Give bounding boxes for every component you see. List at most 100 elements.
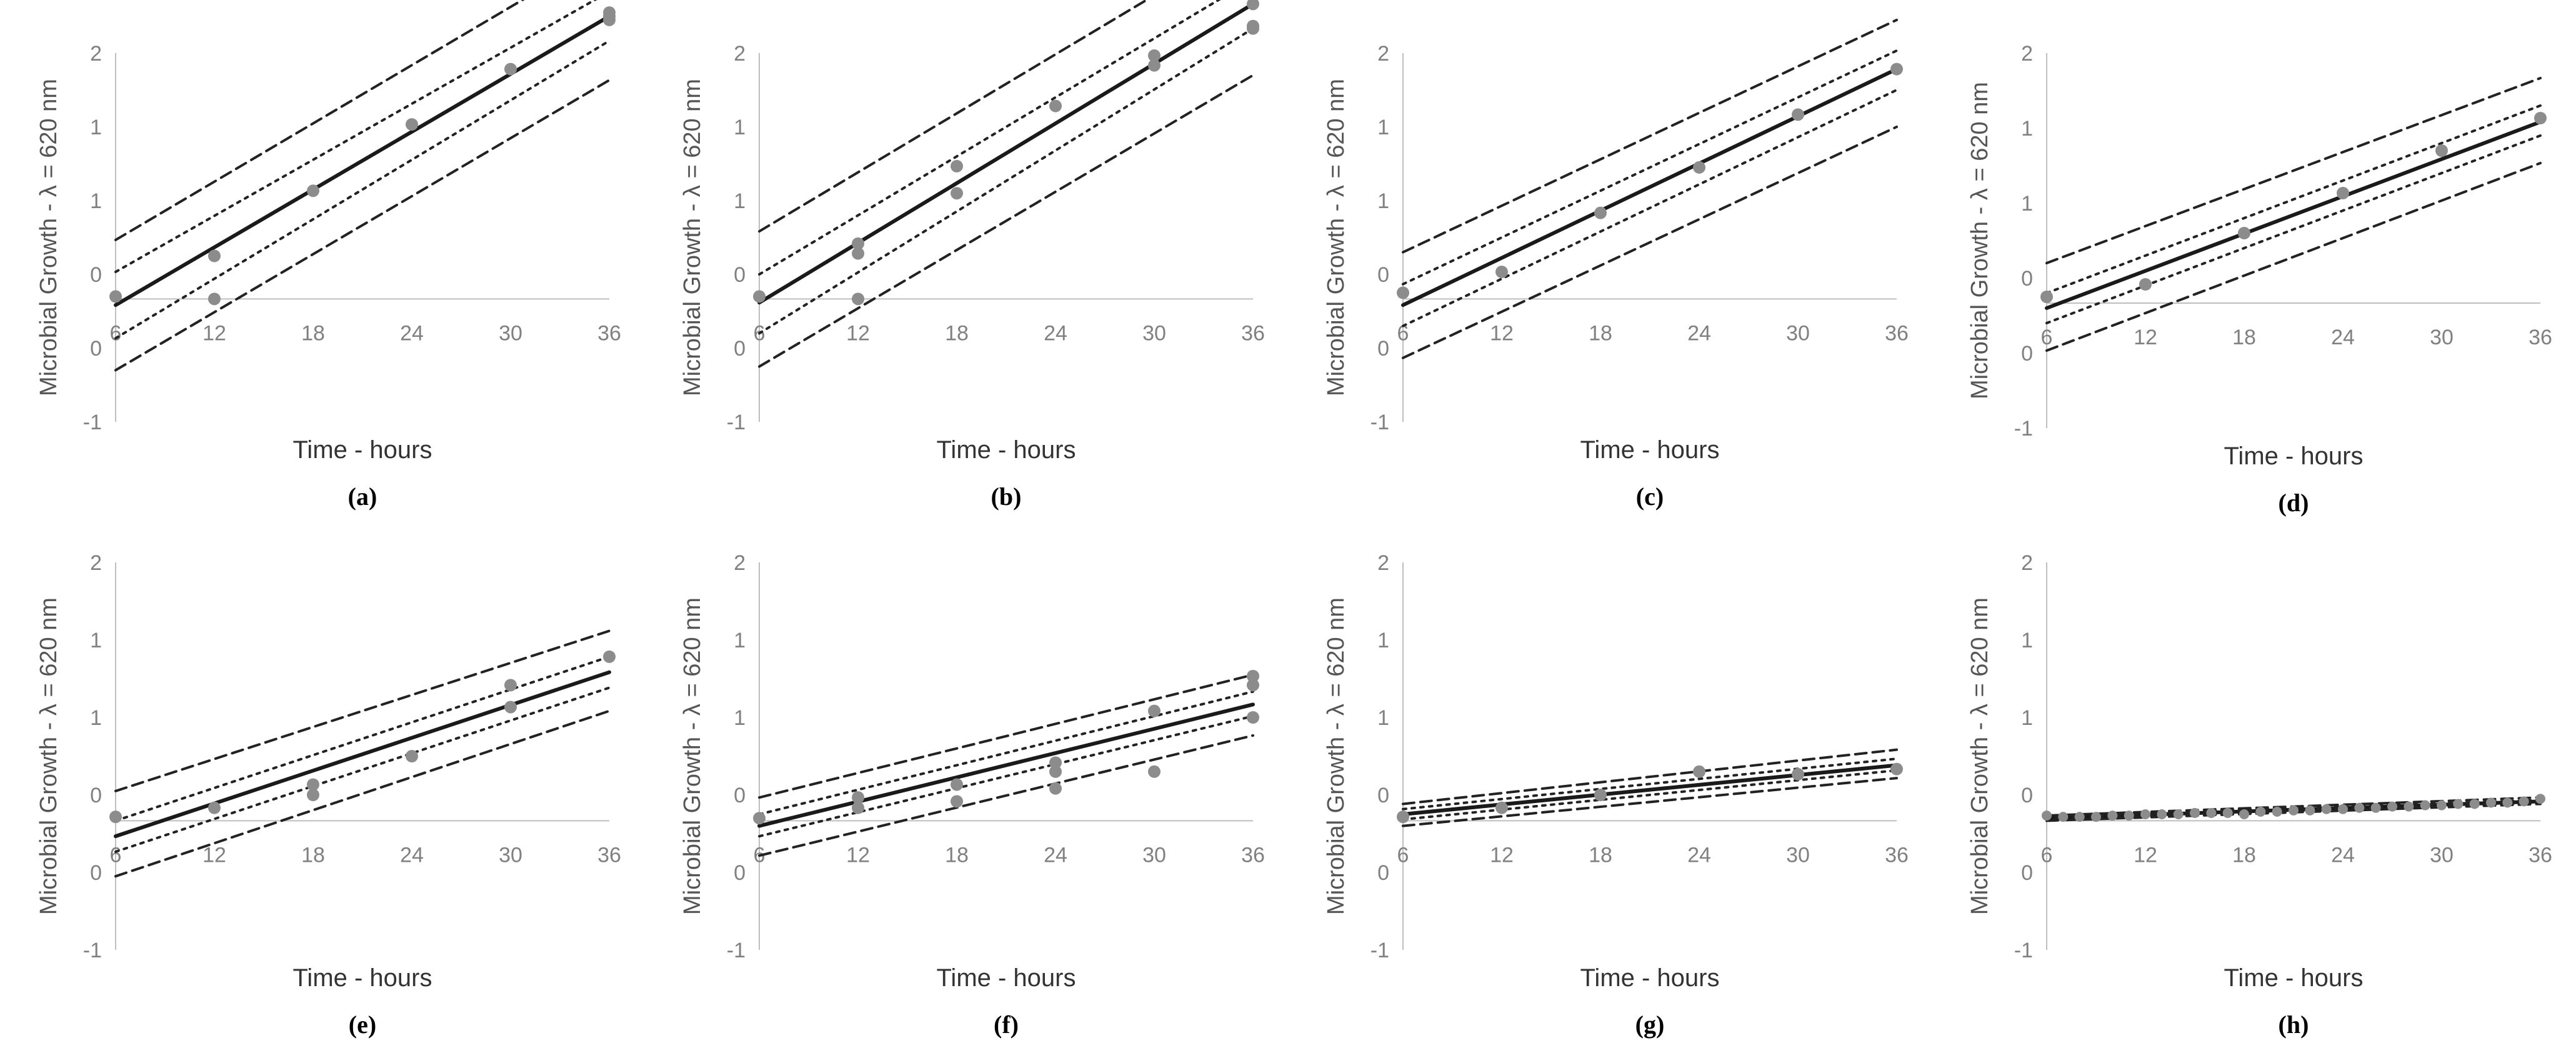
data-point — [109, 811, 122, 824]
y-tick-label: 2 — [2021, 551, 2033, 575]
y-tick-label: -1 — [1370, 939, 1389, 962]
y-tick-label: 0 — [90, 337, 102, 361]
x-tick-label: 12 — [2134, 843, 2157, 867]
data-point — [603, 650, 616, 663]
series-line-confidence-band-lower — [114, 686, 611, 853]
x-tick-label: 24 — [1687, 843, 1711, 867]
data-point — [2074, 812, 2085, 822]
data-point — [2387, 801, 2397, 812]
series-line-fit — [114, 14, 611, 307]
series-line-prediction-band-upper — [2045, 77, 2542, 264]
x-tick-label: 18 — [1589, 843, 1612, 867]
series-line-fit — [1401, 67, 1899, 307]
x-axis-title: Time - hours — [2224, 964, 2363, 992]
x-tick-label: 12 — [202, 321, 226, 345]
y-tick-label: 0 — [90, 861, 102, 885]
series-line-fit — [114, 670, 611, 839]
series-line-confidence-band-upper — [1402, 757, 1898, 811]
y-axis-title: Microbial Growth - λ = 620 nm — [1323, 79, 1349, 396]
data-point — [1247, 0, 1259, 11]
data-point — [2502, 797, 2513, 808]
data-point — [2139, 278, 2152, 291]
y-axis-title: Microbial Growth - λ = 620 nm — [36, 79, 62, 396]
data-point — [852, 791, 864, 804]
series-line-confidence-band-lower — [114, 39, 611, 340]
y-tick-label: -1 — [2014, 939, 2033, 962]
data-point — [504, 62, 517, 76]
data-point — [1049, 99, 1062, 112]
x-tick-label: 6 — [1397, 321, 1409, 345]
x-tick-label: 12 — [1490, 843, 1514, 867]
data-point — [2239, 809, 2249, 819]
series-line-prediction-band-upper — [1402, 748, 1898, 806]
y-axis-title: Microbial Growth - λ = 620 nm — [36, 597, 62, 915]
data-point — [753, 290, 766, 303]
x-tick-label: 24 — [400, 321, 424, 345]
series-line-prediction-band-upper — [758, 0, 1149, 233]
data-point — [2354, 802, 2365, 813]
series-line-prediction-band-lower — [758, 74, 1254, 368]
data-point — [2519, 796, 2529, 807]
x-tick-label: 18 — [301, 321, 325, 345]
y-tick-label: 2 — [90, 42, 102, 66]
y-axis-title: Microbial Growth - λ = 620 nm — [1967, 82, 1993, 399]
y-axis-title: Microbial Growth - λ = 620 nm — [1323, 597, 1349, 915]
data-point — [1792, 767, 1804, 781]
y-tick-label: 1 — [734, 189, 746, 213]
data-point — [2534, 112, 2547, 124]
panel-caption: (f) — [994, 1011, 1019, 1039]
data-point — [1049, 782, 1062, 795]
panel-caption: (c) — [1636, 482, 1664, 511]
panel-caption: (a) — [348, 482, 377, 511]
data-point — [1890, 62, 1903, 76]
data-point — [1397, 811, 1409, 824]
data-point — [2091, 812, 2101, 822]
data-point — [307, 789, 319, 801]
y-tick-label: 1 — [1377, 116, 1389, 139]
x-axis-title: Time - hours — [292, 964, 432, 992]
x-axis-title: Time - hours — [1580, 436, 1719, 464]
x-axis-title: Time - hours — [936, 964, 1076, 992]
x-tick-label: 12 — [2134, 326, 2157, 349]
x-tick-label: 24 — [1687, 321, 1711, 345]
y-tick-label: 0 — [2021, 342, 2033, 366]
data-point — [1594, 789, 1607, 801]
panel-g: 2 1 1 0 0 -1 6 12 18 24 30 36 Microbial Growth - λ =… — [1323, 551, 1909, 1039]
data-point — [2337, 187, 2349, 199]
y-tick-label: 1 — [734, 629, 746, 652]
y-tick-label: 0 — [734, 861, 746, 885]
x-tick-label: 36 — [1241, 843, 1265, 867]
series-line-confidence-band-lower — [2045, 134, 2542, 324]
data-point — [951, 159, 963, 172]
series-line-prediction-band-upper — [114, 629, 611, 792]
y-axis-title: Microbial Growth - λ = 620 nm — [679, 597, 706, 915]
series-line-prediction-band-lower — [114, 709, 611, 878]
panel-caption: (b) — [991, 482, 1022, 511]
panel-d: 2 1 1 0 0 -1 6 12 18 24 30 36 Microbial Growth - λ =… — [1967, 42, 2552, 517]
data-point — [2289, 805, 2299, 816]
data-point — [2453, 799, 2464, 809]
data-point — [2370, 802, 2381, 813]
data-point — [1693, 765, 1705, 778]
series-line-confidence-band-lower — [1402, 769, 1898, 821]
x-tick-label: 24 — [1044, 321, 1067, 345]
x-tick-label: 36 — [2529, 843, 2552, 867]
x-tick-label: 6 — [110, 843, 122, 867]
data-point — [1247, 669, 1259, 682]
x-tick-label: 30 — [1142, 843, 1166, 867]
y-tick-label: 0 — [734, 784, 746, 807]
x-axis-title: Time - hours — [1580, 964, 1719, 992]
series-line-fit — [757, 702, 1255, 828]
x-tick-label: 30 — [1142, 321, 1166, 345]
data-point — [208, 801, 221, 814]
y-tick-label: 1 — [2021, 629, 2033, 652]
y-tick-label: 1 — [2021, 706, 2033, 730]
x-axis-title: Time - hours — [2224, 442, 2363, 470]
y-tick-label: 2 — [90, 551, 102, 575]
x-tick-label: 30 — [499, 843, 522, 867]
x-tick-label: 30 — [2430, 843, 2454, 867]
data-point — [2206, 807, 2217, 818]
y-tick-label: 0 — [2021, 267, 2033, 291]
